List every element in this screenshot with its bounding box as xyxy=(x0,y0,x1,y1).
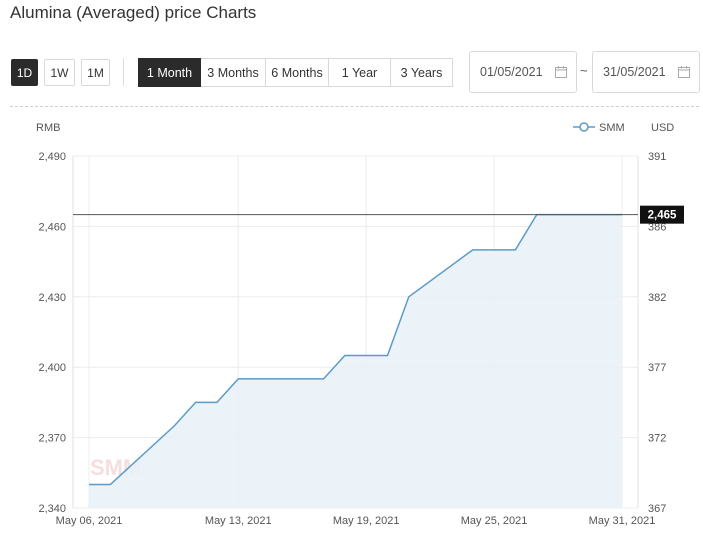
tab-3-months[interactable]: 3 Months xyxy=(201,58,266,87)
y2-tick-label: 367 xyxy=(648,503,666,515)
y2-tick-label: 391 xyxy=(648,151,666,163)
left-axis-unit: RMB xyxy=(36,122,60,134)
legend-marker xyxy=(579,122,589,132)
x-tick-label: May 31, 2021 xyxy=(589,515,656,527)
right-axis-unit: USD xyxy=(651,122,674,134)
date-separator: ~ xyxy=(580,63,588,78)
calendar-icon xyxy=(678,66,690,78)
series-area xyxy=(89,214,622,508)
tab-1-year[interactable]: 1 Year xyxy=(329,58,391,87)
interval-1m-button[interactable]: 1M xyxy=(81,59,110,86)
calendar-icon xyxy=(555,66,567,78)
current-value: 2,465 xyxy=(73,205,684,224)
tab-6-months[interactable]: 6 Months xyxy=(266,58,329,87)
current-value-badge xyxy=(640,205,684,224)
axes: 2,490 391 2,460 386 2,430 382 2,400 377 2,370 372… xyxy=(38,151,666,527)
legend-label: SMM xyxy=(599,122,625,134)
range-tabs: 1 Month 3 Months 6 Months 1 Year 3 Years xyxy=(138,58,453,87)
interval-1d-button[interactable]: 1D xyxy=(11,59,38,86)
section-divider xyxy=(10,106,699,107)
legend[interactable]: SMM xyxy=(573,122,625,134)
x-tick-label: May 19, 2021 xyxy=(333,515,400,527)
tab-3-years[interactable]: 3 Years xyxy=(391,58,453,87)
y-tick-label: 2,460 xyxy=(38,221,66,233)
end-date-value: 31/05/2021 xyxy=(603,65,666,79)
y-tick-label: 2,400 xyxy=(38,362,66,374)
y2-tick-label: 386 xyxy=(648,221,666,233)
y2-tick-label: 377 xyxy=(648,362,666,374)
y2-tick-label: 382 xyxy=(648,292,666,304)
y-tick-label: 2,340 xyxy=(38,503,66,515)
y-tick-label: 2,490 xyxy=(38,151,66,163)
tab-1-month[interactable]: 1 Month xyxy=(138,58,201,87)
series xyxy=(88,213,623,508)
start-date-value: 01/05/2021 xyxy=(480,65,543,79)
x-tick-label: May 06, 2021 xyxy=(56,515,123,527)
x-tick-label: May 25, 2021 xyxy=(461,515,528,527)
y-tick-label: 2,370 xyxy=(38,433,66,445)
end-date-field[interactable]: 31/05/2021 xyxy=(592,51,700,93)
interval-1w-button[interactable]: 1W xyxy=(44,59,75,86)
x-tick-label: May 13, 2021 xyxy=(205,515,272,527)
toolbar-divider xyxy=(123,58,124,86)
start-date-field[interactable]: 01/05/2021 xyxy=(469,51,577,93)
y2-tick-label: 372 xyxy=(648,433,666,445)
y-tick-label: 2,430 xyxy=(38,292,66,304)
series-line-smm xyxy=(89,213,622,486)
page-title: Alumina (Averaged) price Charts xyxy=(10,3,257,22)
current-value-label: 2,465 xyxy=(648,210,677,222)
